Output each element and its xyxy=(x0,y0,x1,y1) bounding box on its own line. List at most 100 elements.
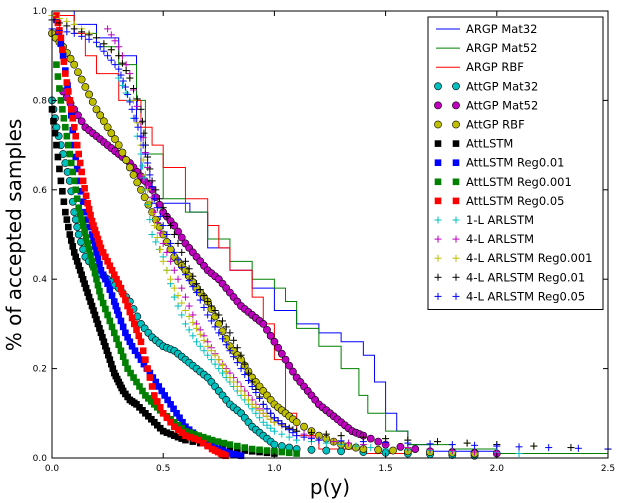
data-point xyxy=(79,245,88,254)
legend-entry-4-l-arlstm-reg0-001: 4-L ARLSTM Reg0.001 xyxy=(434,251,592,265)
data-point xyxy=(140,360,148,368)
legend-entry-1-l-arlstm: 1-L ARLSTM xyxy=(434,213,534,227)
data-point xyxy=(138,117,146,125)
series-attgp-mat52 xyxy=(59,87,501,458)
data-point xyxy=(241,444,249,451)
legend-label: ARGP RBF xyxy=(466,60,524,74)
data-point xyxy=(115,52,123,60)
data-point xyxy=(574,444,582,452)
y-tick-label: 0.4 xyxy=(33,275,48,285)
data-point xyxy=(122,359,129,366)
data-point xyxy=(214,438,222,445)
data-point xyxy=(545,444,553,452)
data-point xyxy=(259,409,267,417)
legend-entry-attgp-mat52: AttGP Mat52 xyxy=(434,98,538,112)
x-tick-label: 0.5 xyxy=(156,464,170,474)
legend-label: 4-L ARLSTM Reg0.05 xyxy=(466,289,585,303)
y-tick-label: 0.0 xyxy=(33,454,48,464)
data-point xyxy=(200,292,208,300)
series-4-l-arlstm-reg0-01 xyxy=(48,16,612,453)
data-point xyxy=(159,239,167,247)
data-point xyxy=(226,441,234,448)
data-point xyxy=(134,351,142,359)
data-point xyxy=(94,320,102,328)
data-point xyxy=(56,85,63,92)
data-point xyxy=(215,356,223,364)
data-point xyxy=(146,369,154,377)
legend-marker xyxy=(434,235,442,243)
data-point xyxy=(374,437,383,446)
data-point xyxy=(86,223,94,231)
data-point xyxy=(300,422,308,431)
data-point xyxy=(352,442,360,450)
plot-marks xyxy=(48,10,612,460)
legend-entry-4-l-arlstm-reg0-05: 4-L ARLSTM Reg0.05 xyxy=(434,289,585,303)
data-point xyxy=(133,95,141,103)
data-point xyxy=(70,177,78,185)
data-point xyxy=(108,292,116,299)
data-point xyxy=(199,439,207,447)
data-point xyxy=(248,400,256,408)
data-point xyxy=(55,26,63,34)
data-point xyxy=(215,329,223,337)
data-point xyxy=(195,432,203,439)
data-point xyxy=(146,198,154,206)
data-point xyxy=(96,287,103,295)
data-point xyxy=(259,418,267,426)
y-axis-title: % of accepted samples xyxy=(2,119,26,352)
data-point xyxy=(167,418,174,426)
data-point xyxy=(241,360,249,368)
data-point xyxy=(322,430,330,438)
data-point xyxy=(411,445,420,453)
data-point xyxy=(263,447,271,454)
x-tick-label: 2.5 xyxy=(601,464,615,474)
data-point xyxy=(270,427,278,435)
data-point xyxy=(77,75,86,84)
data-point xyxy=(237,365,245,373)
series-attgp-rbf xyxy=(48,29,479,458)
data-point xyxy=(122,329,129,337)
data-point xyxy=(104,258,111,265)
data-point xyxy=(104,280,111,287)
data-point xyxy=(233,382,241,390)
data-point xyxy=(60,114,68,122)
legend-marker xyxy=(452,292,460,300)
data-point xyxy=(163,429,171,436)
data-point xyxy=(75,150,82,158)
data-point xyxy=(530,442,538,450)
data-point xyxy=(106,356,114,363)
legend-entry-argp-mat32: ARGP Mat32 xyxy=(436,22,537,36)
data-point xyxy=(96,111,105,120)
data-point xyxy=(92,105,101,114)
data-point xyxy=(105,351,112,359)
legend-label: AttLSTM xyxy=(466,137,513,151)
data-point xyxy=(85,205,93,213)
data-point xyxy=(189,311,197,319)
data-point xyxy=(208,436,216,444)
data-point xyxy=(90,263,97,271)
data-point xyxy=(220,439,228,447)
data-point xyxy=(274,343,283,352)
data-point xyxy=(90,222,97,229)
data-point xyxy=(104,52,112,60)
data-point xyxy=(126,74,134,82)
data-point xyxy=(93,316,100,323)
legend-marker xyxy=(434,197,442,205)
data-point xyxy=(72,186,80,194)
legend-label: AttGP RBF xyxy=(466,118,525,132)
legend-entry-attlstm: AttLSTM xyxy=(434,137,513,151)
legend: ARGP Mat32 ARGP Mat52 ARGP RBF AttGP Mat32 A… xyxy=(427,16,604,310)
data-point xyxy=(200,304,208,312)
data-point xyxy=(196,342,204,350)
data-point xyxy=(337,447,346,456)
data-point xyxy=(70,249,78,256)
data-point xyxy=(65,88,72,95)
x-tick-label: 1.0 xyxy=(267,464,282,474)
y-tick-label: 1.0 xyxy=(33,7,48,17)
data-point xyxy=(270,414,278,422)
data-point xyxy=(174,239,182,247)
data-point xyxy=(345,439,353,447)
data-point xyxy=(196,286,204,294)
data-point xyxy=(163,238,171,246)
